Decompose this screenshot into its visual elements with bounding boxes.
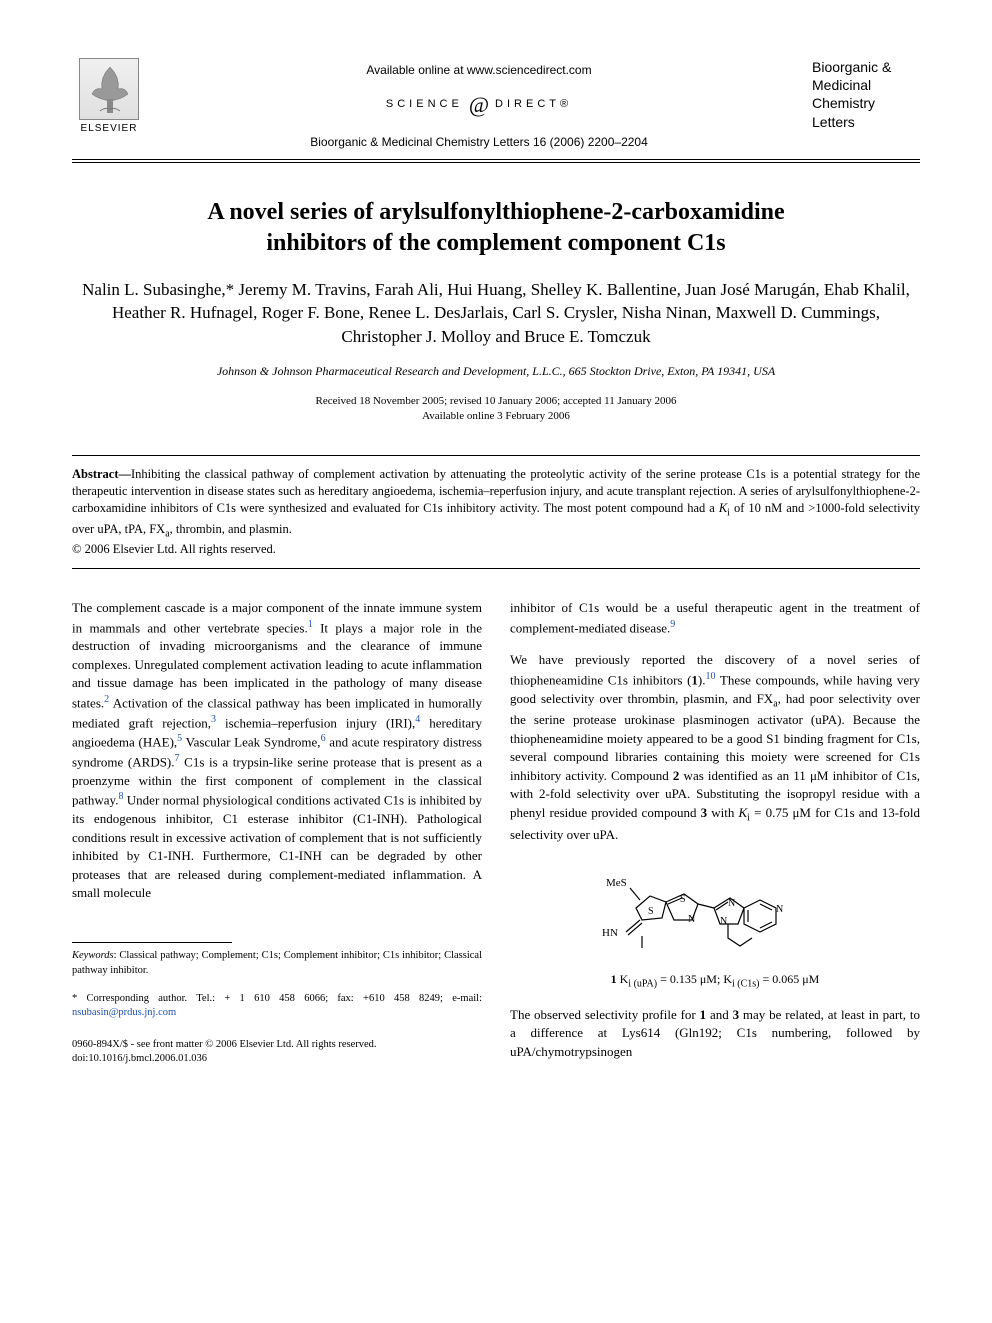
label-n1: N (688, 914, 695, 925)
label-mes: MeS (606, 877, 627, 889)
title-line2: inhibitors of the complement component C… (266, 230, 725, 256)
abstract-block: Abstract—Inhibiting the classical pathwa… (72, 455, 920, 569)
available-online-text: Available online at www.sciencedirect.co… (146, 62, 812, 79)
journal-name-box: Bioorganic & Medicinal Chemistry Letters (812, 58, 920, 131)
sd-right-text: DIRECT® (495, 97, 572, 113)
col2-para1: inhibitor of C1s would be a useful thera… (510, 599, 920, 637)
column-left: The complement cascade is a major compon… (72, 599, 482, 1075)
author-email[interactable]: nsubasin@prdus.jnj.com (72, 1007, 176, 1018)
journal-line4: Letters (812, 113, 920, 131)
elsevier-logo: ELSEVIER (72, 58, 146, 136)
abstract-text3: , thrombin, and plasmin. (170, 522, 292, 536)
affiliation: Johnson & Johnson Pharmaceutical Researc… (72, 363, 920, 380)
label-hn: HN (602, 927, 618, 939)
keywords-text: : Classical pathway; Complement; C1s; Co… (72, 950, 482, 975)
footnote-divider (72, 942, 232, 943)
molecule-svg: S MeS HN S N N N (600, 858, 830, 958)
label-n2: N (728, 898, 735, 909)
copyright-footer: 0960-894X/$ - see front matter © 2006 El… (72, 1038, 482, 1065)
corresponding-author: * Corresponding author. Tel.: + 1 610 45… (72, 992, 482, 1020)
dates-line1: Received 18 November 2005; revised 10 Ja… (316, 395, 677, 407)
ref-9[interactable]: 9 (670, 619, 675, 630)
abstract-ki: K (719, 501, 727, 515)
label-n3: N (720, 916, 727, 927)
issn-line: 0960-894X/$ - see front matter © 2006 El… (72, 1038, 482, 1052)
compound-1-caption: 1 Ki (uPA) = 0.135 μM; Ki (C1s) = 0.065 … (510, 971, 920, 992)
column-right: inhibitor of C1s would be a useful thera… (510, 599, 920, 1075)
keywords-line: Keywords: Classical pathway; Complement;… (72, 949, 482, 977)
col1-para1: The complement cascade is a major compon… (72, 599, 482, 902)
header-divider (72, 159, 920, 163)
abstract-label: Abstract— (72, 467, 131, 481)
keywords-label: Keywords (72, 950, 114, 961)
svg-text:N: N (776, 904, 783, 915)
title-line1: A novel series of arylsulfonylthiophene-… (207, 199, 784, 225)
sd-left-text: SCIENCE (386, 97, 463, 113)
elsevier-tree-icon (79, 58, 139, 120)
page-header: ELSEVIER Available online at www.science… (72, 58, 920, 151)
body-columns: The complement cascade is a major compon… (72, 599, 920, 1075)
elsevier-label: ELSEVIER (81, 122, 138, 136)
journal-line2: Medicinal (812, 76, 920, 94)
ref-10[interactable]: 10 (706, 671, 716, 682)
footnotes: Keywords: Classical pathway; Complement;… (72, 949, 482, 1020)
header-center: Available online at www.sciencedirect.co… (146, 58, 812, 151)
journal-reference: Bioorganic & Medicinal Chemistry Letters… (146, 134, 812, 151)
label-s2: S (680, 894, 686, 905)
dates-line2: Available online 3 February 2006 (422, 410, 570, 422)
journal-line1: Bioorganic & (812, 58, 920, 76)
sciencedirect-logo: SCIENCE @ DIRECT® (146, 89, 812, 120)
abstract-copyright: © 2006 Elsevier Ltd. All rights reserved… (72, 542, 276, 556)
col2-para3: The observed selectivity profile for 1 a… (510, 1006, 920, 1061)
article-title: A novel series of arylsulfonylthiophene-… (72, 197, 920, 259)
article-dates: Received 18 November 2005; revised 10 Ja… (72, 394, 920, 425)
sd-swirl-icon: @ (469, 89, 489, 120)
col2-para2: We have previously reported the discover… (510, 651, 920, 844)
chemical-structure-1: S MeS HN S N N N (510, 858, 920, 963)
authors-list: Nalin L. Subasinghe,* Jeremy M. Travins,… (72, 278, 920, 349)
journal-line3: Chemistry (812, 94, 920, 112)
doi-line: doi:10.1016/j.bmcl.2006.01.036 (72, 1052, 482, 1066)
label-s1: S (648, 906, 654, 917)
